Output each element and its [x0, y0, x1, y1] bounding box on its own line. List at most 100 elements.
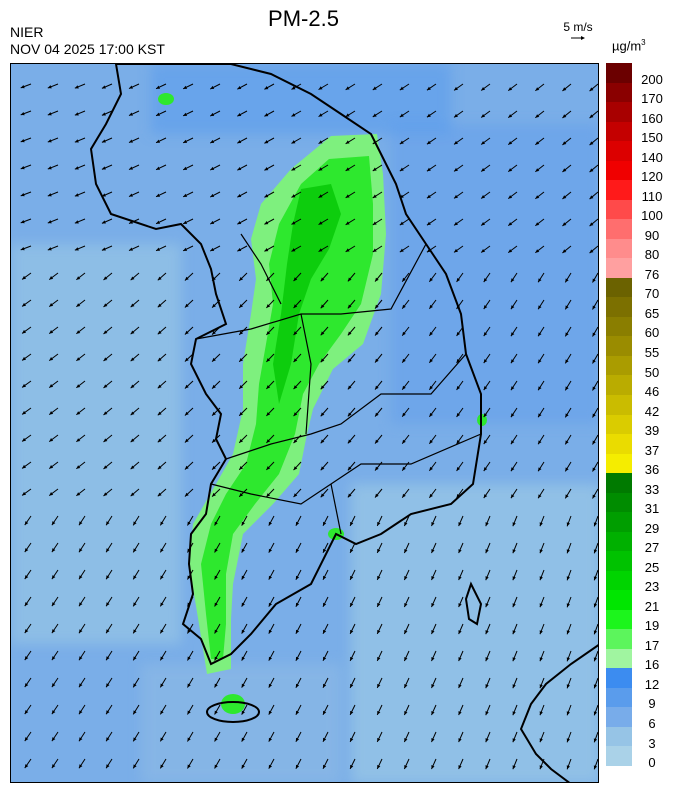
wind-arrow-head: [103, 303, 108, 307]
scale-tick-label: 55: [644, 344, 660, 360]
wind-arrow-head: [372, 140, 377, 144]
wind-arrow-head: [350, 710, 354, 715]
scale-tick-label: 3: [648, 735, 656, 751]
wind-arrow-head: [593, 711, 598, 716]
scale-segment: [606, 141, 632, 162]
wind-arrow-head: [130, 384, 135, 389]
wind-arrow-head: [538, 305, 542, 310]
wind-arrow-head: [483, 359, 488, 364]
wind-arrow-head: [377, 656, 381, 661]
wind-arrow-head: [157, 276, 162, 281]
wind-arrow-head: [593, 576, 598, 581]
wind-arrow-head: [130, 492, 135, 497]
wind-arrow-head: [20, 84, 25, 89]
wind-arrow-head: [47, 139, 52, 143]
wind-arrow-head: [156, 220, 161, 224]
wind-arrow-head: [399, 140, 404, 145]
wind-arrow-head: [266, 385, 271, 389]
scale-tick-label: 110: [641, 188, 663, 204]
scale-segment: [606, 297, 632, 318]
scale-segment: [606, 492, 632, 513]
scale-segment: [606, 434, 632, 455]
wind-vectors: [20, 83, 598, 770]
wind-arrow-head: [156, 247, 161, 251]
wind-arrow-head: [375, 358, 379, 363]
wind-arrow-head: [512, 630, 516, 635]
wind-arrow-head: [210, 220, 215, 225]
wind-arrow-head: [24, 737, 29, 742]
wind-arrow-head: [565, 467, 569, 472]
wind-arrow-head: [130, 438, 135, 443]
wind-arrow-head: [350, 548, 354, 553]
wind-arrow-head: [241, 602, 245, 607]
scale-tick-label: 76: [644, 266, 660, 282]
wind-arrow-head: [268, 521, 273, 526]
wind-arrow-head: [78, 683, 83, 688]
wind-arrow-head: [320, 385, 325, 390]
wind-arrow-head: [372, 167, 377, 171]
wind-arrow-head: [318, 194, 323, 198]
scale-segment: [606, 648, 632, 669]
wind-arrow-head: [187, 548, 191, 553]
wind-arrow-head: [130, 411, 135, 416]
wind-arrow-head: [266, 466, 271, 470]
scale-tick-label: 70: [644, 286, 660, 302]
scale-segment: [606, 160, 632, 181]
wind-arrow-head: [51, 764, 56, 769]
wind-arrow-head: [106, 575, 110, 580]
scale-tick-label: 100: [641, 208, 663, 224]
wind-arrow-head: [539, 738, 543, 743]
wind-arrow-head: [264, 113, 269, 117]
wind-arrow-head: [214, 629, 218, 634]
wind-arrow-head: [106, 656, 110, 661]
wind-arrow-head: [399, 194, 404, 199]
wind-arrow-head: [485, 603, 489, 608]
scale-tick-label: 37: [644, 442, 660, 458]
wind-arrow-head: [295, 548, 300, 553]
wind-arrow-head: [78, 764, 83, 769]
scale-tick-label: 21: [644, 598, 660, 614]
wind-arrow-head: [187, 602, 191, 607]
wind-arrow-head: [101, 193, 106, 197]
wind-arrow-head: [22, 356, 27, 361]
wind-arrow-head: [157, 330, 162, 335]
wind-arrow-head: [268, 656, 273, 661]
wind-arrow-head: [47, 166, 52, 170]
wind-arrow-head: [51, 629, 56, 634]
wind-arrow-head: [538, 494, 542, 499]
wind-arrow-head: [539, 549, 543, 554]
wind-arrow-head: [350, 737, 354, 742]
wind-arrow-head: [323, 764, 327, 769]
wind-arrow-head: [320, 277, 325, 282]
wind-arrow-head: [212, 492, 216, 497]
wind-arrow-head: [404, 521, 408, 526]
wind-arrow-head: [214, 710, 218, 715]
pm25-map[interactable]: [10, 63, 599, 783]
wind-arrow-head: [239, 439, 244, 443]
wind-arrow-head: [291, 248, 296, 252]
wind-arrow-head: [402, 277, 406, 282]
wind-arrow-head: [24, 575, 29, 580]
wind-arrow-head: [481, 167, 486, 172]
wind-arrow-head: [239, 493, 244, 497]
wind-arrow-head: [539, 684, 543, 689]
wind-arrow-head: [372, 113, 377, 117]
wind-arrow-head: [49, 492, 54, 496]
wind-arrow-head: [562, 114, 567, 118]
wind-arrow-head: [237, 247, 242, 252]
wind-arrow-head: [241, 683, 245, 688]
wind-arrow-head: [375, 439, 379, 444]
wind-arrow-head: [589, 195, 594, 200]
wind-arrow-head: [593, 549, 598, 554]
wind-arrow-head: [187, 737, 191, 742]
wind-arrow-head: [510, 467, 515, 472]
wind-arrow-head: [402, 412, 406, 417]
wind-arrow-head: [566, 549, 571, 554]
wind-arrow-head: [562, 141, 567, 145]
wind-arrow-head: [566, 684, 571, 689]
wind-arrow-head: [128, 166, 133, 170]
wind-arrow-head: [133, 602, 137, 607]
wind-arrow-head: [481, 86, 486, 91]
wind-arrow-head: [239, 385, 244, 389]
wind-arrow-head: [78, 710, 83, 715]
